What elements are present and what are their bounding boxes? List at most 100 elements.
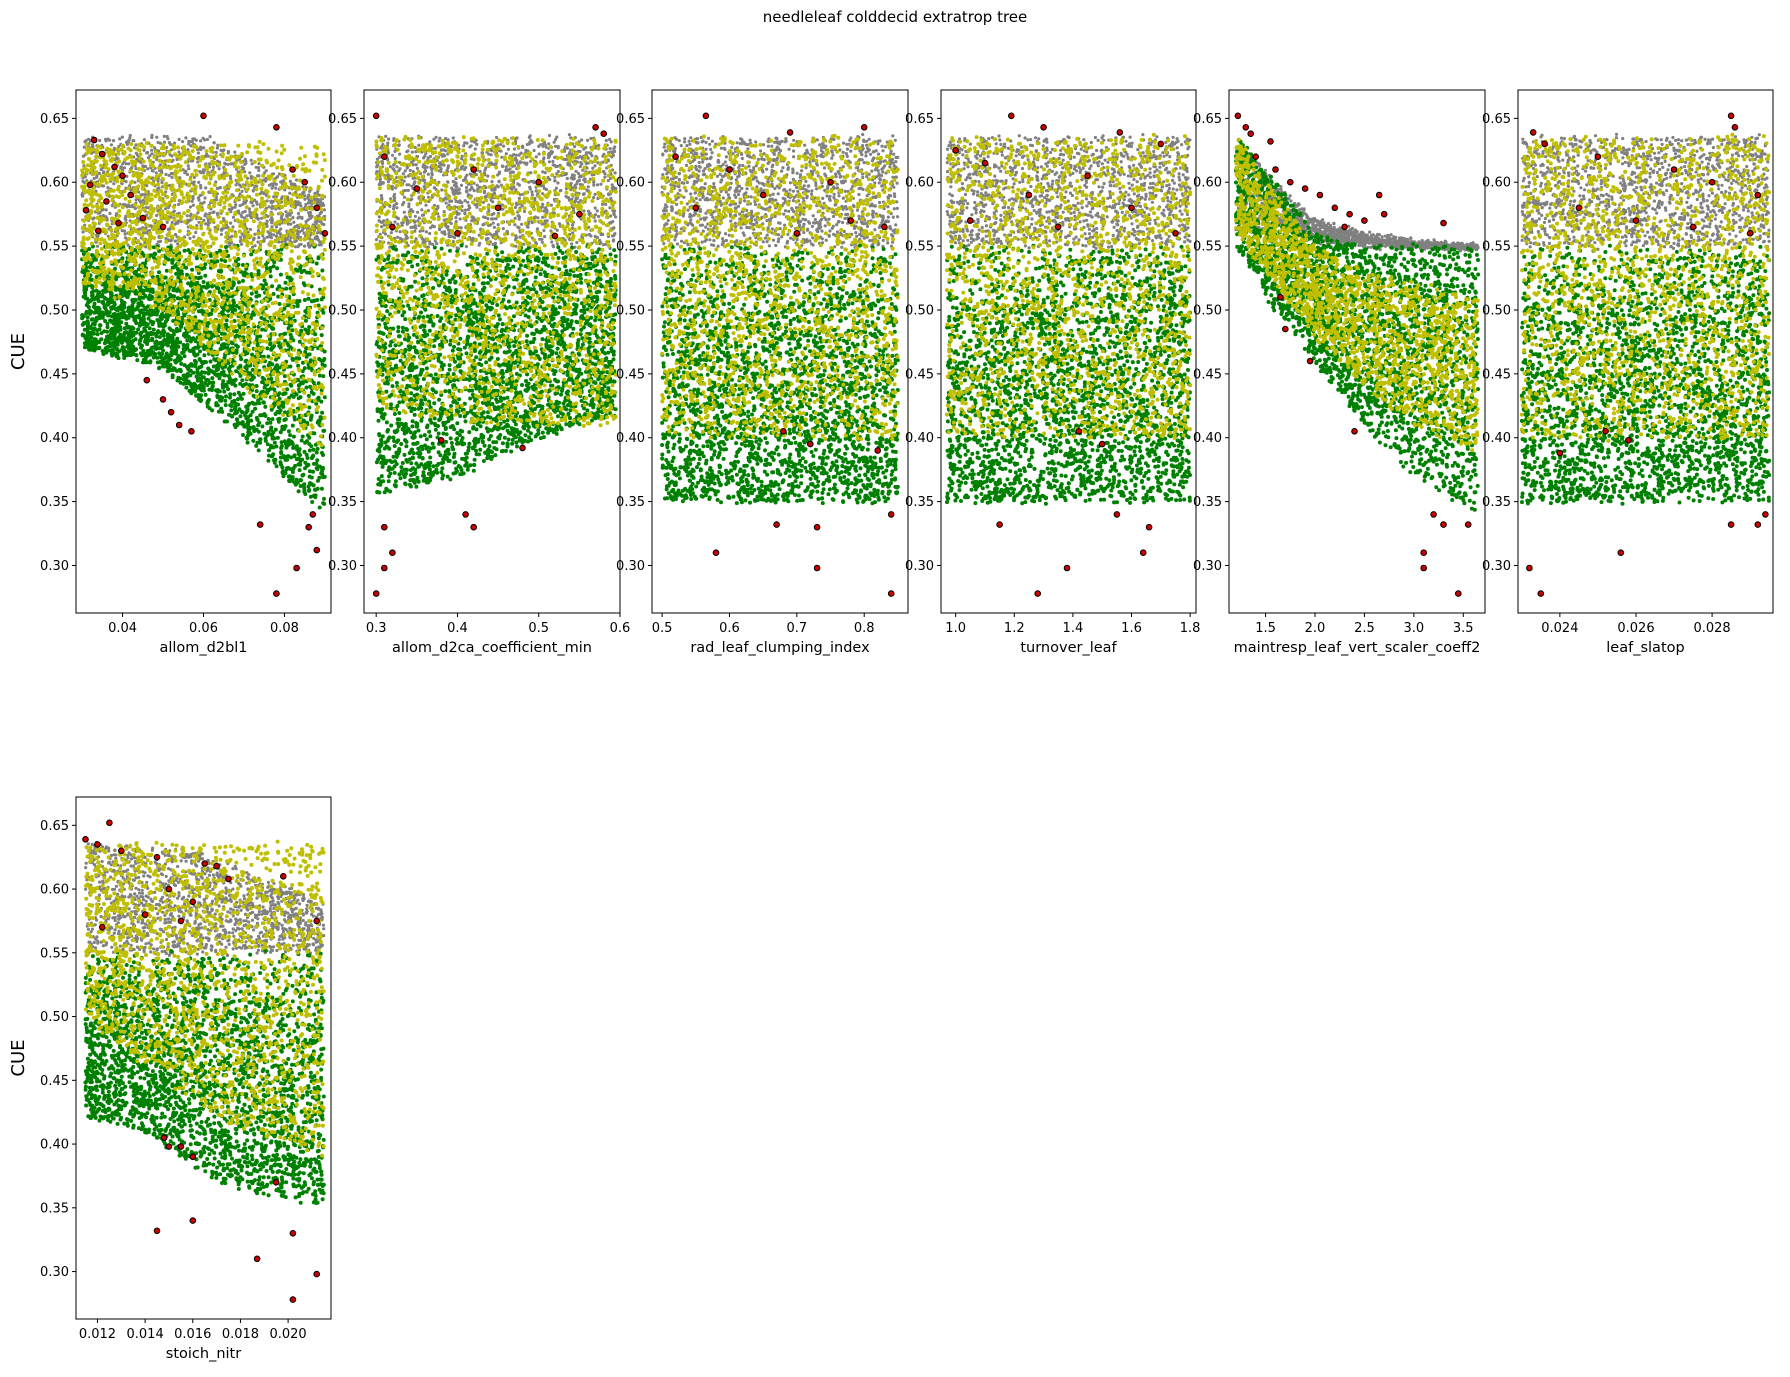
point xyxy=(272,387,277,392)
point xyxy=(304,452,309,457)
point xyxy=(270,186,274,190)
point xyxy=(191,203,195,207)
point xyxy=(221,275,226,280)
point xyxy=(256,429,261,434)
point xyxy=(270,433,275,438)
panels-group: 0.300.350.400.450.500.550.600.650.04 0.06… xyxy=(8,89,1774,1362)
point xyxy=(154,171,158,175)
point xyxy=(185,289,190,294)
point xyxy=(265,199,269,203)
point xyxy=(199,364,204,369)
point xyxy=(311,293,316,298)
point xyxy=(171,205,176,209)
point xyxy=(289,393,294,398)
point xyxy=(179,220,183,224)
point xyxy=(301,472,306,477)
point xyxy=(162,338,167,343)
point xyxy=(150,148,154,152)
point xyxy=(164,172,168,177)
point xyxy=(301,418,306,423)
point xyxy=(126,315,131,320)
point xyxy=(110,353,115,358)
point xyxy=(318,415,323,420)
point xyxy=(317,227,322,232)
point xyxy=(302,187,307,192)
point xyxy=(127,236,131,241)
point xyxy=(265,270,270,275)
point xyxy=(186,248,191,253)
point xyxy=(283,176,288,181)
point xyxy=(156,179,160,183)
point xyxy=(321,256,325,261)
point xyxy=(261,357,265,362)
point xyxy=(321,358,326,363)
point xyxy=(100,349,105,353)
point xyxy=(92,301,97,306)
figure-title: needleleaf colddecid extratrop tree xyxy=(763,8,1028,26)
point xyxy=(223,168,228,172)
point xyxy=(157,351,162,356)
point xyxy=(170,175,174,179)
point xyxy=(289,236,293,240)
point xyxy=(252,236,256,240)
point xyxy=(161,348,165,353)
point xyxy=(91,217,95,221)
point xyxy=(114,212,119,216)
point xyxy=(227,280,232,285)
point xyxy=(232,164,237,169)
point xyxy=(92,176,96,181)
point xyxy=(138,156,142,161)
point xyxy=(126,309,130,314)
point xyxy=(102,329,107,334)
point xyxy=(187,381,191,386)
point xyxy=(137,148,142,153)
point xyxy=(90,233,95,238)
point xyxy=(124,140,129,144)
point xyxy=(193,191,198,196)
point xyxy=(211,364,216,369)
point xyxy=(322,363,327,368)
point xyxy=(121,162,125,166)
point xyxy=(313,220,317,224)
point xyxy=(316,397,321,402)
point xyxy=(266,194,271,199)
point xyxy=(304,439,309,444)
point xyxy=(266,430,271,434)
point xyxy=(136,190,141,194)
point xyxy=(90,253,95,257)
point xyxy=(271,172,276,176)
point xyxy=(251,204,255,208)
point xyxy=(126,186,131,191)
point xyxy=(146,257,151,262)
point xyxy=(240,215,244,219)
point xyxy=(284,245,289,250)
point xyxy=(125,155,130,160)
point xyxy=(113,313,118,318)
point xyxy=(311,469,315,474)
point xyxy=(302,390,307,395)
point xyxy=(275,165,280,170)
point xyxy=(168,183,172,188)
point xyxy=(216,409,221,414)
point xyxy=(310,214,314,218)
point xyxy=(298,230,302,234)
point xyxy=(257,162,261,166)
point xyxy=(306,331,311,336)
point xyxy=(208,359,213,364)
point xyxy=(164,165,169,170)
point xyxy=(245,187,249,192)
point xyxy=(315,446,320,451)
point xyxy=(87,247,92,251)
point xyxy=(202,169,206,173)
point xyxy=(142,334,147,339)
point xyxy=(119,178,124,183)
point xyxy=(221,227,225,231)
point xyxy=(143,164,148,168)
point xyxy=(279,294,284,299)
point xyxy=(222,332,227,337)
point xyxy=(315,420,320,425)
point xyxy=(98,138,102,143)
point xyxy=(140,353,145,358)
point xyxy=(110,327,114,332)
point xyxy=(95,244,100,248)
